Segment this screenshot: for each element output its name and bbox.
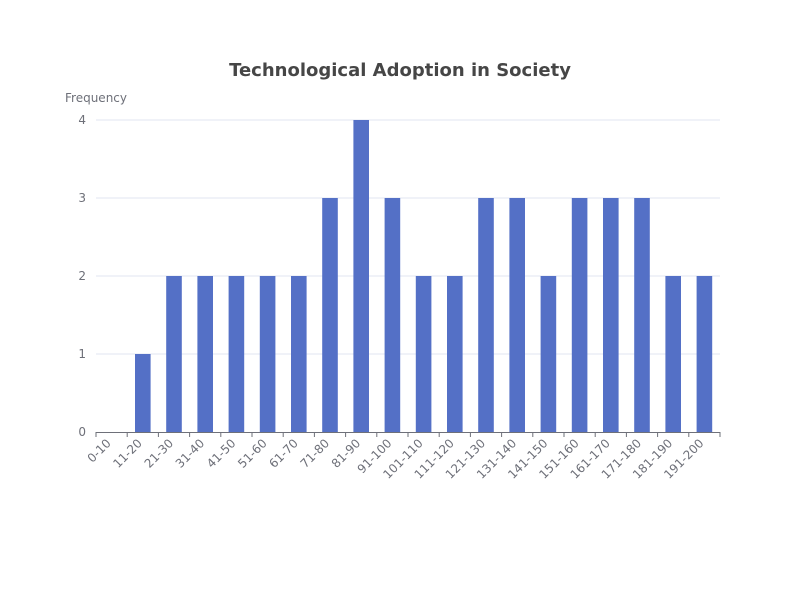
bar-41-50[interactable] [228,276,245,432]
x-tick-label: 51-60 [235,436,270,471]
y-tick-label: 4 [78,113,86,127]
x-tick-label: 11-20 [110,436,145,471]
bar-61-70[interactable] [291,276,307,432]
x-tick-label: 71-80 [298,436,333,471]
y-tick-label: 3 [78,191,86,205]
bar-71-80[interactable] [322,198,338,432]
y-axis-title: Frequency [65,91,127,105]
bar-51-60[interactable] [259,276,276,432]
bar-121-130[interactable] [478,198,494,432]
bar-191-200[interactable] [696,276,713,432]
x-tick-label: 31-40 [173,436,208,471]
y-tick-label: 0 [78,425,86,439]
chart-title: Technological Adoption in Society [229,60,571,81]
bars [135,120,713,432]
bar-131-140[interactable] [509,198,525,432]
grid-lines [96,119,720,355]
bar-181-190[interactable] [665,276,681,432]
y-tick-label: 1 [78,347,86,361]
bar-111-120[interactable] [447,276,463,432]
x-tick-label: 41-50 [204,436,239,471]
bar-101-110[interactable] [415,276,432,432]
bar-141-150[interactable] [540,276,557,432]
bar-31-40[interactable] [197,276,213,432]
x-tick-label: 61-70 [266,436,301,471]
bar-161-170[interactable] [603,198,619,432]
y-tick-label: 2 [78,269,86,283]
bar-151-160[interactable] [571,198,588,432]
bar-91-100[interactable] [384,198,401,432]
bar-81-90[interactable] [353,120,369,432]
bar-171-180[interactable] [634,198,650,432]
bar-21-30[interactable] [166,276,182,432]
x-tick-label: 21-30 [142,436,177,471]
bar-11-20[interactable] [135,354,151,432]
